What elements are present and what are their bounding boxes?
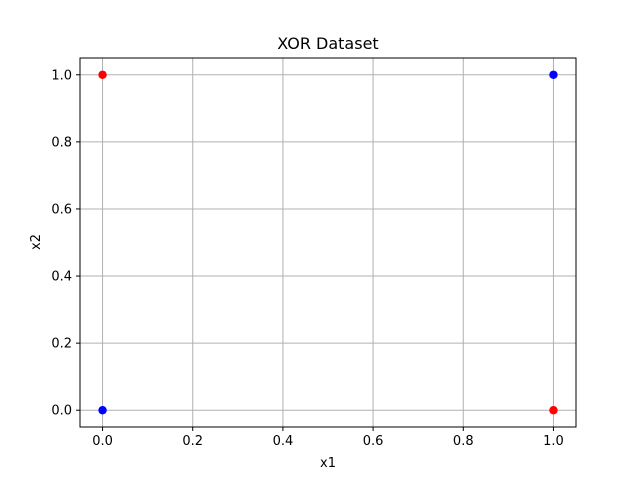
x-tick-label: 0.2 xyxy=(182,434,203,449)
x-tick-label: 0.8 xyxy=(453,434,474,449)
x-axis-label: x1 xyxy=(320,456,336,471)
y-tick-label: 0.0 xyxy=(51,404,72,419)
y-axis-label: x2 xyxy=(29,234,44,250)
y-tick-label: 0.6 xyxy=(51,202,72,217)
points xyxy=(98,70,558,415)
data-point xyxy=(549,406,558,415)
ticks: 0.0 0.2 0.4 0.6 0.8 1.0 0.0 0.2 0.4 0.6 0.8 1.0 xyxy=(51,68,563,449)
x-tick-label: 0.4 xyxy=(273,434,294,449)
x-tick-label: 0.6 xyxy=(363,434,384,449)
data-point xyxy=(98,70,107,79)
chart-title: XOR Dataset xyxy=(277,34,378,53)
plot-frame xyxy=(79,57,577,428)
data-point xyxy=(98,406,107,415)
y-tick-label: 1.0 xyxy=(51,68,72,83)
y-tick-label: 0.4 xyxy=(51,270,72,285)
x-tick-label: 0.0 xyxy=(92,434,113,449)
data-point xyxy=(549,70,558,79)
y-tick-label: 0.8 xyxy=(51,135,72,150)
x-tick-label: 1.0 xyxy=(543,434,564,449)
grid xyxy=(80,58,576,427)
y-tick-label: 0.2 xyxy=(51,337,72,352)
